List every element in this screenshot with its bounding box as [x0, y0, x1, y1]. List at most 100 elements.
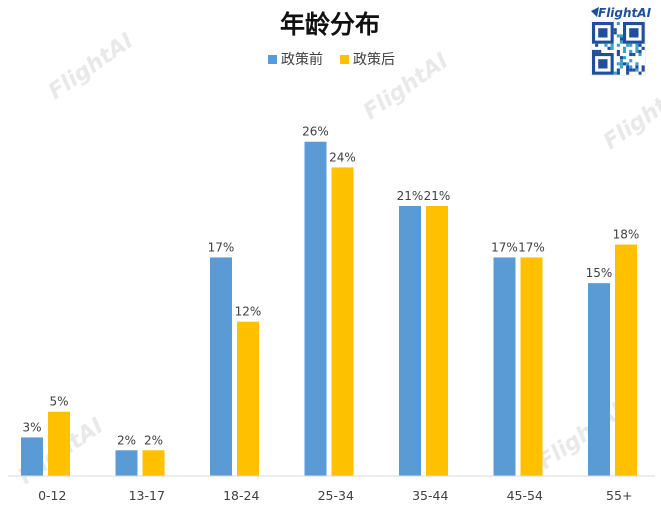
- qr-finder-core: [629, 28, 639, 38]
- qr-module: [613, 71, 617, 75]
- qr-module: [616, 53, 620, 57]
- qr-module: [619, 59, 623, 63]
- bar-25-34-政策后: [331, 167, 354, 476]
- qr-module: [629, 65, 633, 69]
- qr-module: [635, 62, 639, 66]
- qr-module: [632, 53, 636, 57]
- qr-module: [623, 62, 627, 66]
- data-label: 24%: [329, 150, 356, 164]
- data-label: 26%: [302, 125, 329, 139]
- qr-finder-core: [598, 59, 608, 69]
- bar-45-54-政策后: [520, 257, 543, 476]
- brand-logo: FlightAI: [591, 6, 652, 20]
- qr-module: [616, 68, 620, 72]
- data-label: 21%: [424, 189, 451, 203]
- bar-18-24-政策前: [210, 257, 232, 476]
- x-tick-label: 25-34: [318, 488, 354, 503]
- x-tick-label: 45-54: [507, 488, 543, 503]
- x-tick-label: 13-17: [129, 488, 165, 503]
- qr-module: [629, 68, 633, 72]
- bar-35-44-政策前: [399, 206, 421, 476]
- qr-module: [641, 46, 645, 50]
- qr-module: [626, 71, 630, 75]
- bar-18-24-政策后: [237, 321, 259, 476]
- data-label: 18%: [613, 228, 640, 242]
- qr-module: [595, 49, 599, 53]
- qr-module: [616, 71, 620, 75]
- data-label: 17%: [491, 240, 518, 254]
- qr-module: [619, 40, 623, 44]
- qr-module: [638, 71, 642, 75]
- data-label: 5%: [49, 395, 68, 409]
- watermark-text: FlightAI: [599, 79, 661, 155]
- qr-module: [598, 49, 602, 53]
- watermark-text: FlightAI: [44, 29, 138, 105]
- qr-module: [592, 49, 596, 53]
- qr-module: [619, 34, 623, 38]
- bar-25-34-政策前: [304, 141, 327, 476]
- watermark-text: FlightAI: [534, 399, 628, 475]
- plane-icon: [591, 7, 599, 17]
- bar-0-12-政策前: [21, 437, 43, 476]
- qr-module: [626, 62, 630, 66]
- data-label: 15%: [586, 266, 613, 280]
- qr-finder-core: [598, 28, 608, 38]
- legend: 政策前 政策后: [268, 51, 395, 68]
- brand-logo-text: FlightAI: [598, 6, 652, 20]
- data-label: 17%: [518, 240, 545, 254]
- qr-module: [638, 49, 642, 53]
- data-label: 2%: [144, 433, 163, 447]
- qr-module: [629, 59, 633, 63]
- x-tick-label: 0-12: [38, 488, 66, 503]
- qr-module: [610, 46, 614, 50]
- bar-0-12-政策后: [48, 411, 70, 476]
- qr-module: [635, 65, 639, 69]
- qr-code-icon: [590, 20, 646, 76]
- qr-module: [619, 37, 623, 41]
- x-tick-label: 55+: [606, 488, 632, 503]
- data-label: 12%: [235, 305, 262, 319]
- legend-label: 政策前: [281, 51, 323, 68]
- qr-module: [629, 49, 633, 53]
- qr-module: [607, 46, 611, 50]
- qr-module: [616, 49, 620, 53]
- bar-13-17-政策前: [115, 450, 138, 476]
- qr-module: [604, 43, 608, 47]
- qr-module: [626, 68, 630, 72]
- qr-module: [641, 68, 645, 72]
- qr-module: [641, 65, 645, 69]
- qr-module: [616, 22, 620, 26]
- qr-module: [616, 62, 620, 66]
- plot-area: 3%5%2% 2%17%12%26%24%21% 21%17% 17%15%18%: [21, 125, 639, 476]
- bar-55+-政策前: [588, 283, 610, 476]
- bar-13-17-政策后: [142, 450, 165, 476]
- qr-module: [635, 43, 639, 47]
- qr-module: [613, 28, 617, 32]
- qr-module: [638, 53, 642, 57]
- legend-swatch: [340, 55, 349, 64]
- legend-swatch: [268, 55, 277, 64]
- bar-45-54-政策前: [493, 257, 516, 476]
- legend-label: 政策后: [353, 51, 395, 68]
- qr-module: [623, 49, 627, 53]
- x-tick-label: 35-44: [412, 488, 448, 503]
- data-label: 3%: [22, 420, 41, 434]
- qr-module: [616, 43, 620, 47]
- qr-module: [632, 68, 636, 72]
- data-label: 21%: [397, 189, 424, 203]
- qr-module: [638, 43, 642, 47]
- bar-55+-政策后: [615, 244, 637, 476]
- qr-module: [595, 43, 599, 47]
- data-label: 17%: [208, 240, 235, 254]
- qr-module: [629, 43, 633, 47]
- qr-module: [629, 53, 633, 57]
- chart-title: 年龄分布: [280, 10, 380, 39]
- bar-35-44-政策后: [426, 206, 448, 476]
- qr-module: [626, 65, 630, 69]
- qr-module: [616, 34, 620, 38]
- qr-module: [635, 46, 639, 50]
- data-label: 2%: [117, 433, 136, 447]
- qr-module: [619, 56, 623, 60]
- qr-module: [619, 62, 623, 66]
